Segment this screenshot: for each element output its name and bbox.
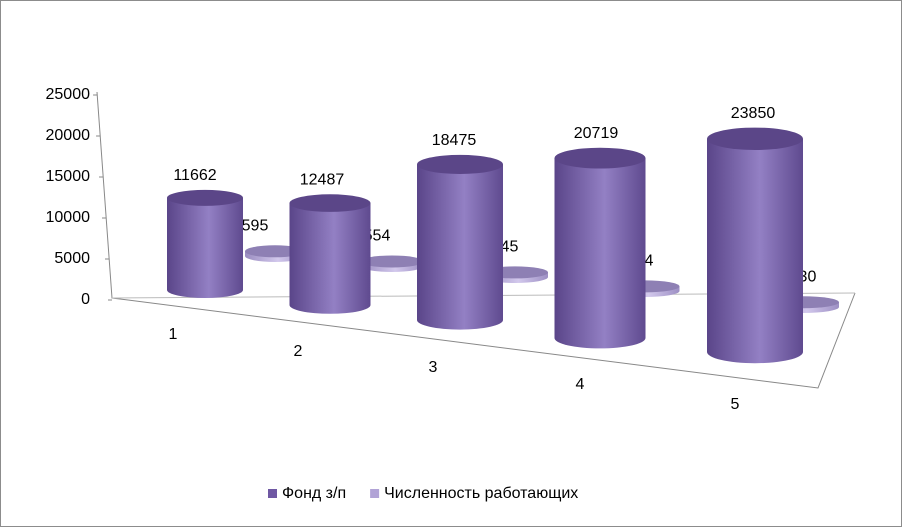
legend-label: Фонд з/п xyxy=(282,485,346,502)
value-label: 20719 xyxy=(574,125,619,142)
legend-swatch xyxy=(370,489,380,498)
value-label: 18475 xyxy=(432,132,477,149)
y-tick-label: 20000 xyxy=(46,127,91,144)
x-tick-label: 4 xyxy=(576,376,585,393)
cylinder xyxy=(289,203,371,314)
value-label: 11662 xyxy=(173,167,216,184)
legend-swatch xyxy=(268,489,277,498)
cylinder-top xyxy=(289,194,371,212)
y-tick-label: 15000 xyxy=(46,168,91,185)
y-tick-label: 10000 xyxy=(46,209,91,226)
floor-outline xyxy=(96,91,856,389)
cylinder-top xyxy=(707,127,803,150)
x-tick-label: 2 xyxy=(294,343,303,360)
cylinder xyxy=(417,164,503,330)
cylinder-top xyxy=(417,154,503,175)
y-tick-label: 25000 xyxy=(46,86,91,103)
value-label: 595 xyxy=(242,218,269,235)
value-label: 23850 xyxy=(731,105,776,122)
cylinder xyxy=(554,158,646,349)
cylinder xyxy=(167,197,243,298)
value-label: 12487 xyxy=(300,172,345,189)
x-tick-label: 3 xyxy=(429,359,438,376)
cylinder-top xyxy=(554,147,646,169)
x-tick-label: 1 xyxy=(169,326,178,343)
cylinder xyxy=(707,138,803,364)
x-tick-label: 5 xyxy=(731,396,740,413)
y-tick-label: 0 xyxy=(81,291,90,308)
y-tick-label: 5000 xyxy=(54,250,90,267)
cylinder-top xyxy=(167,189,243,206)
cylinder-top xyxy=(360,255,424,268)
legend-label: Численность работающих xyxy=(384,485,578,502)
